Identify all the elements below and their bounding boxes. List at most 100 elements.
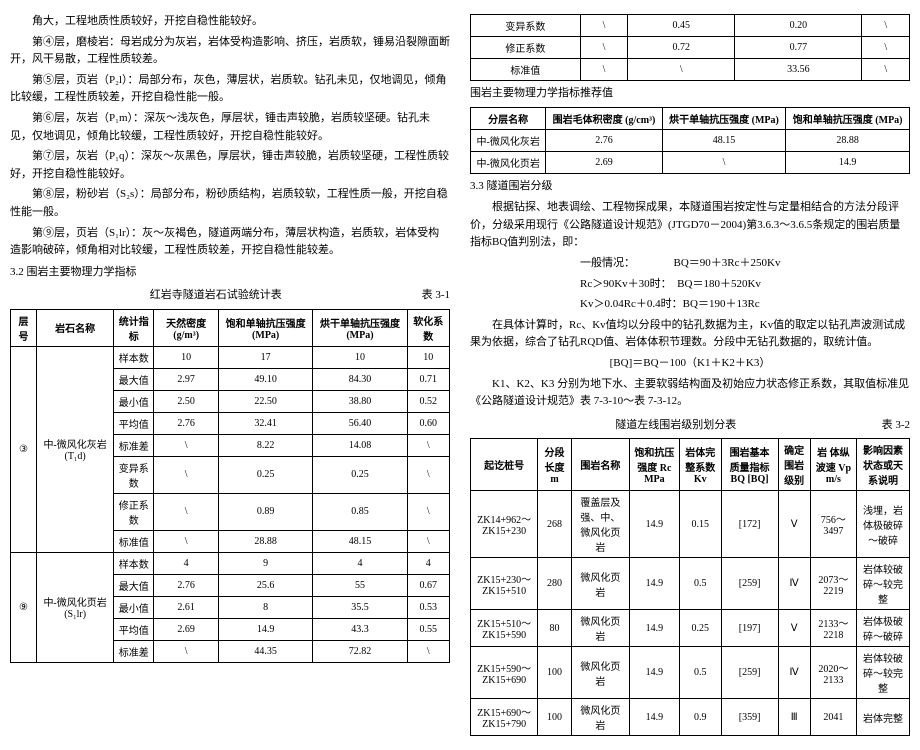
cell: 2.69 [154,618,219,640]
paragraph: 根据钻探、地表调绘、工程物探成果，本隧道围岩按定性与定量相结合的方法分段评价，分… [470,199,910,252]
cell: 中-微风化页岩 (S₁lr) [37,552,114,662]
cell: 样本数 [114,346,154,368]
cell: \ [580,37,628,59]
cell: 最小值 [114,596,154,618]
cell: 最大值 [114,574,154,596]
cell: 49.10 [219,368,313,390]
th: 软化系数 [407,309,449,346]
cell: 0.25 [679,610,721,647]
cell: 0.45 [628,15,735,37]
paragraph: 第⑨层，页岩（S₁lr）：灰～灰褐色，隧道两端分布，薄层状构造，岩质软，岩体受构… [10,225,450,260]
th: 烘干单轴抗压强度 (MPa) [662,107,786,129]
cell: \ [862,37,910,59]
cell: 平均值 [114,412,154,434]
cell: 0.55 [407,618,449,640]
cell: 2.61 [154,596,219,618]
cell: 0.72 [628,37,735,59]
paragraph: 第⑤层，页岩（P₂l）：局部分布，灰色，薄层状，岩质软。钻孔未见，仅地调见，倾角… [10,72,450,107]
right-column: 变异系数 \ 0.45 0.20 \ 修正系数 \ 0.72 0.77 \ 标准… [470,10,910,740]
cell: [259] [721,558,778,610]
section-heading: 3.3 隧道围岩分级 [470,178,910,196]
cell: 8.22 [219,434,313,456]
cell: 55 [313,574,407,596]
cell: \ [580,15,628,37]
cell: 2.50 [154,390,219,412]
cell: 4 [154,552,219,574]
cell: \ [154,530,219,552]
cell: 中-微风化灰岩 (T₁d) [37,346,114,552]
cell: 14.9 [629,610,679,647]
cell: 28.88 [219,530,313,552]
cell: 2.69 [546,151,662,173]
paragraph: 第④层，磨棱岩：母岩成分为灰岩，岩体受构造影响、挤压，岩质软，锤易沿裂隙面断开，… [10,34,450,69]
cell: ZK14+962～ZK15+230 [471,491,538,558]
table-row: 中-微风化灰岩 2.76 48.15 28.88 [471,129,910,151]
cell: 平均值 [114,618,154,640]
subheading: 围岩主要物理力学指标推荐值 [470,85,910,103]
cell: \ [154,640,219,662]
cell: 2.76 [154,412,219,434]
table-row: 修正系数 \ 0.72 0.77 \ [471,37,910,59]
cell: 最小值 [114,390,154,412]
table-3-1-continued: 变异系数 \ 0.45 0.20 \ 修正系数 \ 0.72 0.77 \ 标准… [470,14,910,81]
cell: 10 [313,346,407,368]
cell: [172] [721,491,778,558]
table-row: ZK15+510～ZK15+590 80 微风化页岩 14.9 0.25 [19… [471,610,910,647]
cell: 72.82 [313,640,407,662]
cell: 0.5 [679,558,721,610]
cell: Ⅳ [778,647,810,699]
cell: 变异系数 [114,456,154,493]
table-row: ZK14+962～ZK15+230 268 覆盖层及强、中、微风化页岩 14.9… [471,491,910,558]
paragraph: 第⑦层，灰岩（P₁q）：深灰～灰黑色，厚层状，锤击声较脆，岩质较坚硬，工程性质较… [10,148,450,183]
paragraph: 在具体计算时，Rc、Kv值均以分段中的钻孔数据为主，Kv值的取定以钻孔声波测试成… [470,317,910,352]
cell: [259] [721,647,778,699]
cell: ③ [11,346,37,552]
cell: 2073～2219 [810,558,856,610]
th: 岩体完整系数 Kv [679,439,721,491]
cell: 44.35 [219,640,313,662]
cell: \ [407,434,449,456]
table-row: ZK15+230～ZK15+510 280 微风化页岩 14.9 0.5 [25… [471,558,910,610]
paragraph: 角大，工程地质性质较好，开挖自稳性能较好。 [10,13,450,31]
table-row: 中-微风化页岩 2.69 \ 14.9 [471,151,910,173]
cell: \ [154,434,219,456]
cell: \ [580,59,628,81]
cell: 0.9 [679,699,721,736]
th: 分段长度 m [538,439,572,491]
cell: 10 [154,346,219,368]
cell: 0.20 [735,15,862,37]
table-row: ZK15+690～ZK15+790 100 微风化页岩 14.9 0.9 [35… [471,699,910,736]
cell: 32.41 [219,412,313,434]
th: 饱和抗压强度 Rc MPa [629,439,679,491]
th: 分层名称 [471,107,546,129]
cell: 14.08 [313,434,407,456]
formula: Rc＞90Kv＋30时： BQ＝180＋520Kv [470,276,910,294]
cell: 14.9 [629,491,679,558]
table-title: 红岩寺隧道岩石试验统计表 表 3-1 [10,287,450,305]
table-row: 变异系数 \ 0.45 0.20 \ [471,15,910,37]
cell: ZK15+230～ZK15+510 [471,558,538,610]
cell: \ [407,530,449,552]
cell: 标准差 [114,434,154,456]
cell: 8 [219,596,313,618]
th: 起讫桩号 [471,439,538,491]
cell: 14.9 [786,151,910,173]
cell: 268 [538,491,572,558]
cell: 100 [538,647,572,699]
cell: 280 [538,558,572,610]
cell: 变异系数 [471,15,581,37]
table-3-2: 起讫桩号 分段长度 m 围岩名称 饱和抗压强度 Rc MPa 岩体完整系数 Kv… [470,438,910,736]
cell: 0.77 [735,37,862,59]
cell: \ [154,493,219,530]
cell: \ [628,59,735,81]
cell: 14.9 [629,558,679,610]
th: 影响因素状态或天系说明 [857,439,910,491]
th: 围岩名称 [571,439,629,491]
cell: 0.89 [219,493,313,530]
cell: 0.71 [407,368,449,390]
cell: 标准值 [471,59,581,81]
th: 天然密度 (g/m³) [154,309,219,346]
cell: 0.52 [407,390,449,412]
cell: [197] [721,610,778,647]
cell: 56.40 [313,412,407,434]
